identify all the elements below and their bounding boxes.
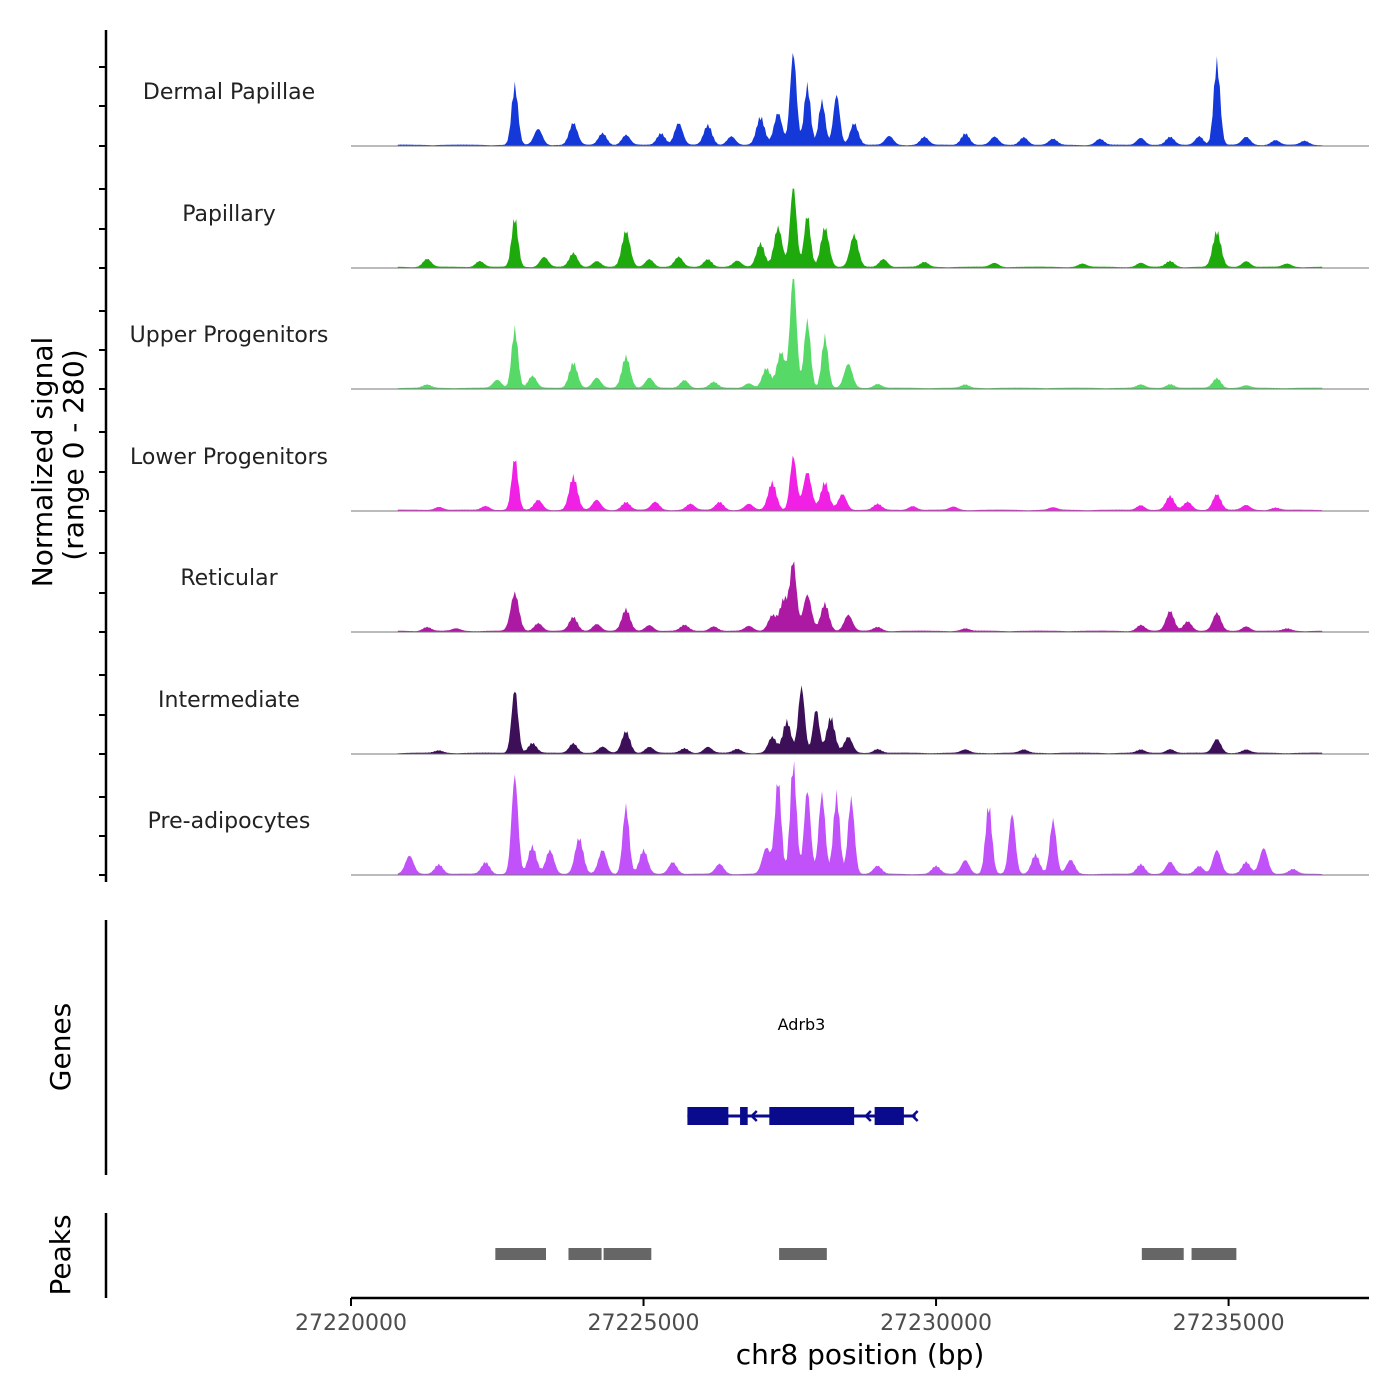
gene-exon xyxy=(874,1107,904,1125)
track-label: Upper Progenitors xyxy=(130,323,329,348)
coverage-area-dermal-papillae xyxy=(397,52,1323,146)
track-label: Reticular xyxy=(180,566,278,591)
coverage-area-papillary xyxy=(397,188,1323,268)
genes-axis-title: Genes xyxy=(44,1003,77,1091)
x-tick-label: 27230000 xyxy=(880,1311,992,1336)
x-axis-title: chr8 position (bp) xyxy=(736,1338,985,1371)
peak-region xyxy=(1191,1248,1237,1260)
y-axis-title: Normalized signal xyxy=(26,337,59,588)
track-label: Pre-adipocytes xyxy=(148,809,311,834)
peak-region xyxy=(568,1248,602,1260)
track-labels: Dermal Papillae Papillary Upper Progenitor… xyxy=(130,80,329,834)
coverage-tracks xyxy=(351,52,1369,876)
x-tick-label: 27225000 xyxy=(588,1311,700,1336)
gene-track: Adrb3 xyxy=(687,1015,919,1125)
strand-arrow xyxy=(749,1110,758,1122)
gene-exon xyxy=(687,1107,729,1125)
x-tick-label: 27235000 xyxy=(1173,1311,1285,1336)
y-axis-range-label: (range 0 - 280) xyxy=(57,349,90,560)
coverage-area-reticular xyxy=(397,561,1323,632)
peak-region xyxy=(1141,1248,1184,1260)
coverage-area-lower-progenitors xyxy=(397,455,1323,511)
gene-name-label: Adrb3 xyxy=(778,1015,826,1034)
peaks-axis-title: Peaks xyxy=(44,1214,77,1295)
peak-region xyxy=(495,1248,546,1260)
coverage-area-intermediate xyxy=(397,685,1323,754)
track-label: Intermediate xyxy=(158,688,300,713)
track-label: Lower Progenitors xyxy=(130,445,328,470)
gene-exon xyxy=(769,1107,855,1125)
x-tick-label: 27220000 xyxy=(295,1311,407,1336)
strand-arrow xyxy=(864,1110,872,1122)
peak-region xyxy=(779,1248,827,1260)
coverage-area-pre-adipocytes xyxy=(397,760,1323,875)
track-label: Dermal Papillae xyxy=(143,80,315,105)
signal-y-ticks xyxy=(99,66,106,876)
track-label: Papillary xyxy=(182,202,276,227)
peak-track xyxy=(495,1248,1237,1260)
coverage-area-upper-progenitors xyxy=(397,278,1323,389)
strand-arrow xyxy=(910,1110,919,1122)
gene-exon xyxy=(740,1107,748,1125)
peak-region xyxy=(603,1248,652,1260)
x-axis-ticks: 27220000 27225000 27230000 27235000 xyxy=(295,1298,1285,1336)
